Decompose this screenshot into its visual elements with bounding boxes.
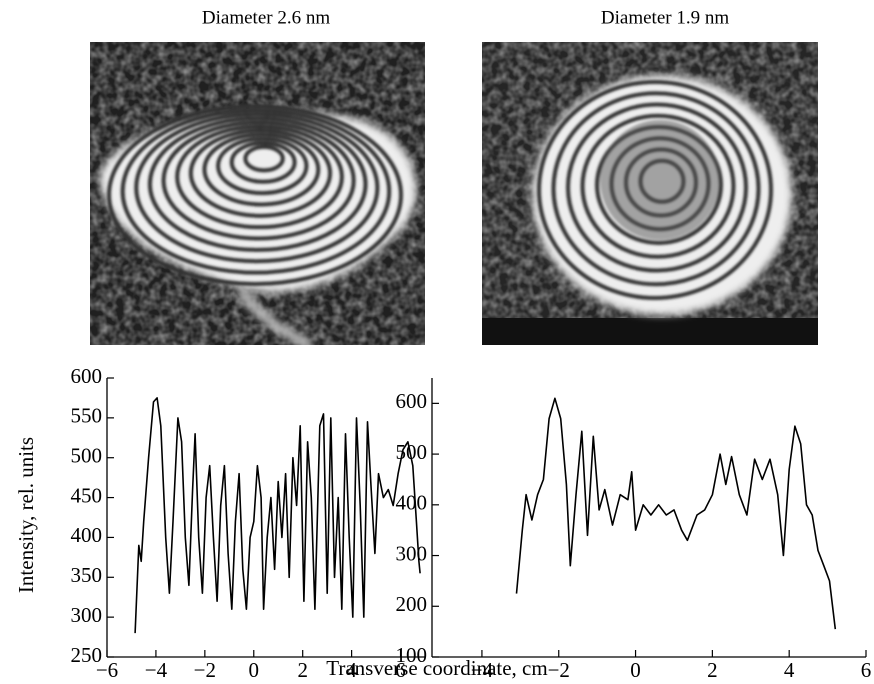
fringe xyxy=(216,136,309,196)
y-tick-label: 500 xyxy=(396,440,428,464)
fringe xyxy=(202,132,321,207)
y-tick-label: 400 xyxy=(396,491,428,515)
fringe xyxy=(243,144,285,173)
x-tick-label: 0 xyxy=(630,658,641,682)
fringe xyxy=(107,104,403,286)
y-tick-label: 250 xyxy=(71,643,103,667)
fringe xyxy=(188,128,333,218)
y-tick-label: 350 xyxy=(71,563,103,587)
speckle-core xyxy=(600,120,720,240)
fringe xyxy=(551,91,761,287)
y-tick-label: 600 xyxy=(396,389,428,413)
x-tick-label: 4 xyxy=(784,658,795,682)
fringe xyxy=(229,140,297,184)
x-tick-label: −4 xyxy=(145,658,168,682)
x-axis-label: Transverse coordinate, cm xyxy=(326,656,547,680)
y-tick-label: 100 xyxy=(396,643,428,667)
x-tick-label: 2 xyxy=(297,658,308,682)
fringe xyxy=(161,120,356,241)
y-tick-label: 300 xyxy=(396,541,428,565)
x-tick-label: 0 xyxy=(249,658,260,682)
fringe xyxy=(120,108,392,275)
x-tick-label: 4 xyxy=(346,658,357,682)
y-axis-label: Intensity, rel. units xyxy=(14,437,38,593)
y-tick-label: 550 xyxy=(71,404,103,428)
x-tick-label: −4 xyxy=(471,658,494,682)
x-tick-label: 2 xyxy=(707,658,718,682)
beam-image xyxy=(90,42,425,345)
y-tick-label: 450 xyxy=(71,483,103,507)
x-tick-label: −6 xyxy=(96,658,118,682)
y-tick-label: 300 xyxy=(71,603,103,627)
image-title: Diameter 2.6 nm xyxy=(202,7,330,28)
fringe xyxy=(134,112,380,264)
x-tick-label: −2 xyxy=(548,658,570,682)
fringe xyxy=(175,124,344,230)
beam-image xyxy=(482,42,818,345)
y-tick-label: 200 xyxy=(396,592,428,616)
y-tick-label: 400 xyxy=(71,523,103,547)
x-tick-label: −2 xyxy=(194,658,216,682)
fringe xyxy=(580,113,736,259)
image-title: Diameter 1.9 nm xyxy=(601,7,729,28)
x-tick-label: 6 xyxy=(395,658,406,682)
data-line xyxy=(134,397,421,634)
fringe xyxy=(537,80,773,300)
y-tick-label: 600 xyxy=(71,364,103,388)
fringe xyxy=(147,116,368,252)
x-tick-label: 6 xyxy=(861,658,872,682)
data-line xyxy=(515,397,837,630)
y-tick-label: 500 xyxy=(71,444,103,468)
fringe xyxy=(566,102,748,273)
